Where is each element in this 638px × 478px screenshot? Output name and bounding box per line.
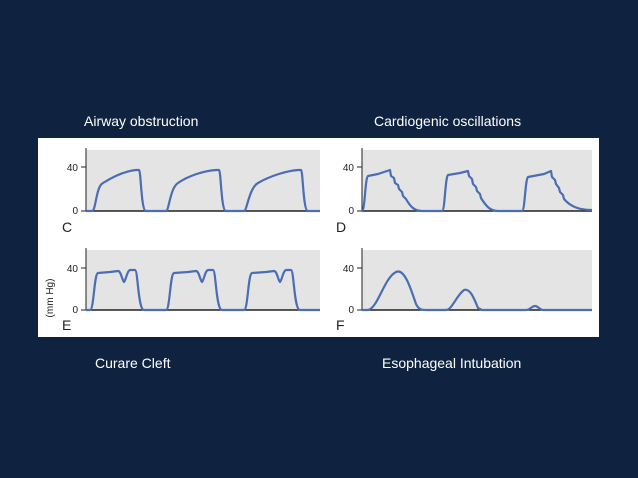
plot-d-area [362, 150, 592, 211]
caption-cardiogenic-oscillations: Cardiogenic oscillations [374, 113, 522, 129]
plot-f-trace [362, 270, 592, 312]
plot-d: 40 0 D [336, 148, 593, 235]
plot-d-tick-40: 40 [343, 163, 355, 174]
plot-f-area [362, 250, 592, 310]
y-unit-label: (mm Hg) [45, 279, 56, 318]
plot-c-letter: C [62, 219, 72, 235]
caption-airway-obstruction: Airway obstruction [84, 113, 199, 129]
plot-f-tick-0: 0 [348, 305, 354, 316]
plot-f-tick-40: 40 [343, 264, 355, 275]
plot-c: 40 0 C [62, 148, 320, 235]
plot-e: 40 0 E (mm Hg) [45, 248, 320, 333]
plot-c-area [86, 150, 320, 211]
plot-f-letter: F [336, 317, 345, 333]
caption-esophageal-intubation: Esophageal Intubation [382, 355, 522, 371]
plot-d-trace [360, 168, 593, 213]
plot-c-tick-0: 0 [72, 206, 78, 217]
plot-e-trace [86, 268, 320, 312]
capnogram-figure: 40 0 C 40 0 D 40 0 E (m [38, 138, 599, 337]
plot-e-letter: E [62, 317, 71, 333]
plot-c-trace [86, 168, 320, 213]
plot-e-tick-40: 40 [67, 264, 79, 275]
plot-d-letter: D [336, 219, 346, 235]
plot-c-tick-40: 40 [67, 163, 79, 174]
plot-d-tick-0: 0 [348, 206, 354, 217]
capnogram-svg: 40 0 C 40 0 D 40 0 E (m [45, 148, 593, 333]
plot-f: 40 0 F [336, 248, 592, 333]
plot-e-tick-0: 0 [72, 305, 78, 316]
caption-curare-cleft: Curare Cleft [95, 355, 171, 371]
